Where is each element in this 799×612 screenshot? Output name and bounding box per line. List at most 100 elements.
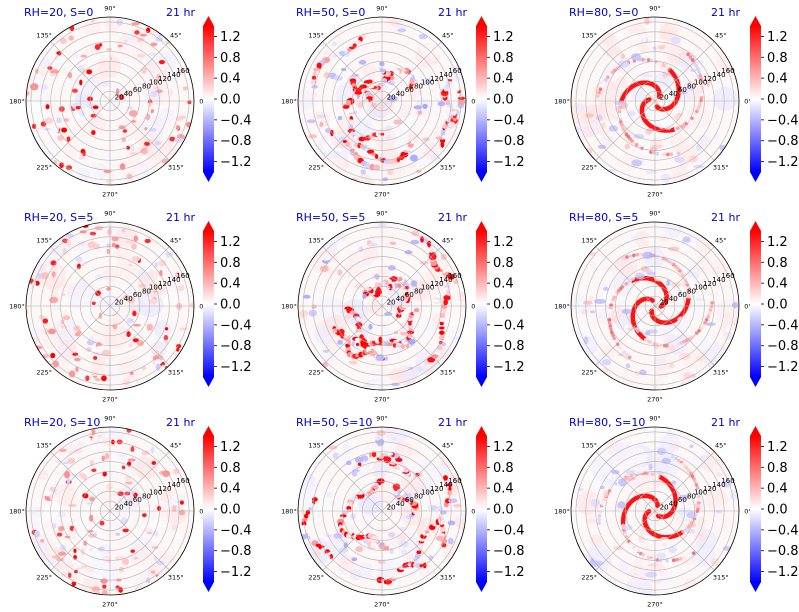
radial-tick-label: 100 [149, 489, 162, 497]
polar-frame [297, 426, 467, 596]
panel-time-label: 21 hr [166, 416, 195, 429]
angle-tick-label: 0° [744, 303, 751, 311]
radial-tick-label: 120 [158, 75, 171, 83]
colorbar-tick-label: 0.0 [220, 298, 241, 313]
colorbar-tick-label: −1.2 [220, 155, 252, 170]
colorbar-tick-label: −0.4 [767, 318, 799, 333]
radial-tick-label: 40 [396, 295, 405, 303]
colorbar: 1.2 0.8 0.4 0.0 −0.4 −0.8 −1.2 [203, 426, 252, 592]
colorbar-tick-label: 1.2 [493, 30, 514, 45]
panel-time-label: 21 hr [166, 211, 195, 224]
angular-gridline [322, 246, 383, 307]
colorbar-tick-label: 1.2 [220, 440, 241, 455]
radial-tick-label: 80 [687, 287, 696, 295]
colorbar-tick-label: −0.8 [493, 544, 525, 559]
colorbar-tick-label: −0.8 [767, 134, 799, 149]
angular-gridline [50, 510, 111, 571]
radial-tick-label: 100 [694, 489, 707, 497]
angle-tick-label: 225° [581, 163, 597, 171]
colorbar-tick-label: 0.0 [767, 298, 788, 313]
colorbar-tick-label: −1.2 [767, 360, 799, 375]
radial-tick-label: 60 [405, 86, 414, 94]
colorbar-tick-label: −0.4 [767, 523, 799, 538]
radial-tick-label: 160 [448, 477, 461, 485]
angle-tick-label: 180° [554, 303, 570, 311]
colorbar-tick-label: −1.2 [220, 565, 252, 580]
colorbar-extend-max [203, 16, 214, 26]
colorbar-tick-label: 0.8 [220, 51, 241, 66]
radial-tick-label: 160 [448, 272, 461, 280]
radial-tick-label: 160 [176, 477, 189, 485]
angular-gridline [595, 305, 656, 366]
polar-frame [25, 16, 195, 186]
angle-tick-label: 225° [36, 573, 52, 581]
colorbar-tick-label: −1.2 [493, 360, 525, 375]
colorbar-tick-label: 0.8 [493, 256, 514, 271]
radial-tick-label: 20 [115, 504, 124, 512]
radial-tick-label: 140 [167, 481, 180, 489]
angle-tick-label: 225° [36, 368, 52, 376]
radial-tick-label: 80 [687, 492, 696, 500]
colorbar-extend-max [476, 221, 487, 231]
colorbar-tick-label: −0.8 [220, 134, 252, 149]
field-shading [26, 427, 194, 595]
radial-tick-label: 60 [678, 291, 687, 299]
panel-time-label: 21 hr [438, 416, 467, 429]
radial-tick-label: 20 [660, 504, 669, 512]
radial-tick-label: 140 [712, 276, 725, 284]
radial-tick-label: 40 [396, 90, 405, 98]
angle-tick-label: 0° [744, 98, 751, 106]
angle-tick-label: 270° [102, 191, 118, 199]
angular-gridline [595, 100, 656, 161]
radial-tick-label: 40 [669, 500, 678, 508]
colorbar: 1.2 0.8 0.4 0.0 −0.4 −0.8 −1.2 [476, 16, 525, 182]
angle-tick-label: 180° [281, 98, 297, 106]
angle-tick-label: 90° [104, 210, 116, 218]
angle-tick-label: 270° [647, 601, 663, 609]
angular-gridline [381, 41, 442, 102]
angle-tick-label: 135° [36, 442, 52, 450]
angular-gridline [595, 246, 656, 307]
radial-tick-label: 40 [124, 295, 133, 303]
angle-tick-label: 315° [168, 163, 184, 171]
radial-tick-label: 60 [133, 291, 142, 299]
colorbar-tick-label: −0.4 [493, 318, 525, 333]
angle-tick-label: 90° [649, 5, 661, 13]
radial-tick-label: 140 [167, 276, 180, 284]
colorbar-tick-label: 0.0 [493, 298, 514, 313]
colorbar-tick-label: 0.4 [220, 72, 241, 87]
radial-tick-label: 100 [694, 79, 707, 87]
angle-tick-label: 90° [104, 415, 116, 423]
radial-tick-label: 100 [421, 79, 434, 87]
angular-gridline [322, 305, 383, 366]
radial-tick-label: 160 [721, 67, 734, 75]
radial-tick-label: 160 [721, 272, 734, 280]
radial-tick-label: 120 [703, 280, 716, 288]
angle-tick-label: 0° [744, 508, 751, 516]
colorbar: 1.2 0.8 0.4 0.0 −0.4 −0.8 −1.2 [476, 221, 525, 387]
radial-tick-label: 140 [712, 481, 725, 489]
colorbar-tick-label: −0.8 [767, 544, 799, 559]
panel-title: RH=80, S=0 [569, 6, 639, 19]
colorbar-extend-min [476, 377, 487, 387]
angle-tick-label: 180° [9, 303, 25, 311]
angular-gridline [654, 305, 715, 366]
colorbar-tick-label: −0.4 [767, 113, 799, 128]
angle-tick-label: 90° [376, 210, 388, 218]
panel-time-label: 21 hr [711, 6, 740, 19]
angle-tick-label: 225° [36, 163, 52, 171]
colorbar-extend-max [476, 426, 487, 436]
radial-tick-label: 80 [687, 82, 696, 90]
angle-tick-label: 180° [554, 508, 570, 516]
radial-tick-label: 120 [703, 75, 716, 83]
angle-tick-label: 0° [471, 508, 478, 516]
colorbar-extend-max [476, 16, 487, 26]
colorbar-tick-label: 0.0 [767, 93, 788, 108]
colorbar-tick-label: −0.4 [493, 523, 525, 538]
angular-gridline [381, 100, 442, 161]
polar-panel: 0°45°90°135°180°225°270°315°204060801001… [9, 5, 207, 199]
